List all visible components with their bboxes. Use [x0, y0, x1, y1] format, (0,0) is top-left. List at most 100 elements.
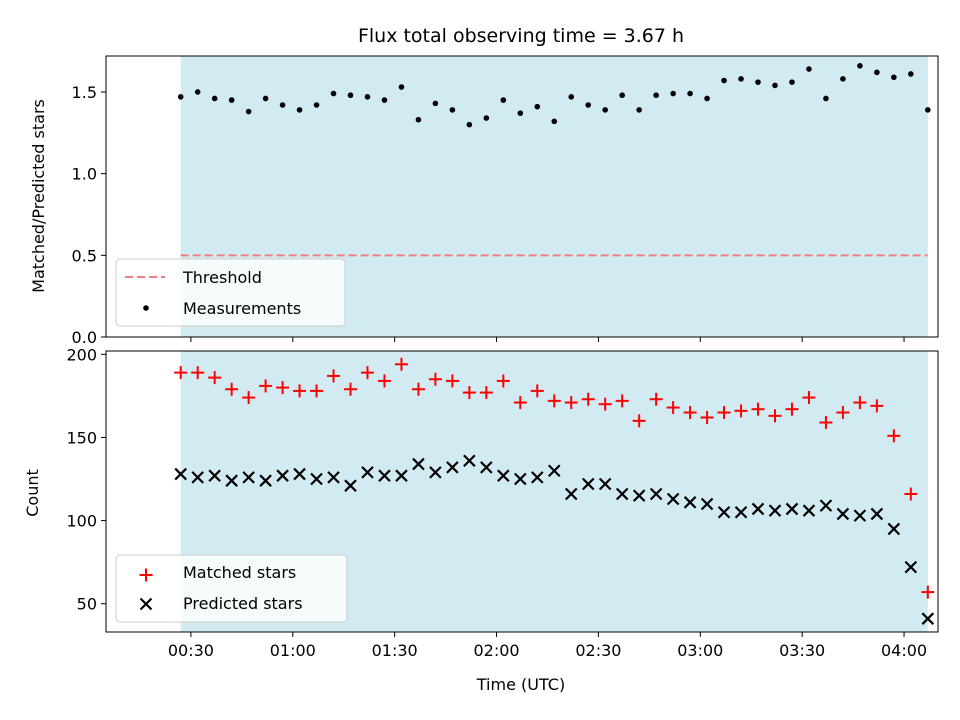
measurement-point: [568, 94, 575, 100]
measurement-point: [602, 107, 608, 113]
predicted-star-point: [446, 461, 459, 474]
matched-star-point: [377, 374, 391, 388]
predicted-star-point: [853, 509, 867, 522]
predicted-star-point: [751, 502, 765, 516]
matched-star-point: [700, 411, 714, 425]
matched-star-point: [717, 406, 731, 420]
measurement-point: [177, 94, 184, 100]
measurement-point: [840, 76, 846, 82]
measurement-point: [296, 107, 303, 113]
x-tick-label: 01:00: [270, 641, 316, 660]
bottom-y-tick-label: 50: [77, 595, 97, 614]
predicted-star-point: [683, 496, 697, 509]
measurement-point: [466, 121, 473, 128]
matched-star-point: [598, 397, 612, 411]
matched-star-point: [802, 391, 816, 405]
x-tick-label: 04:00: [881, 641, 927, 660]
measurement-point: [670, 90, 676, 97]
predicted-star-point: [802, 504, 816, 517]
measurement-point: [806, 66, 812, 72]
matched-star-point: [836, 406, 850, 420]
measurement-point: [789, 79, 795, 85]
matched-star-point: [819, 415, 833, 429]
matched-star-point: [564, 396, 578, 410]
predicted-star-point: [174, 467, 187, 481]
measurement-point: [823, 95, 829, 102]
measurement-point: [585, 102, 592, 108]
bottom-x-axis: 00:30 01:00 01:30 02:00 02:30 03:00 03:30 04:00: [168, 632, 927, 660]
measurement-point: [262, 95, 269, 102]
matched-stars-series: [174, 357, 935, 599]
matched-star-point: [734, 404, 748, 418]
bottom-y-tick-label: 200: [66, 345, 97, 364]
top-y-tick-label: 0.5: [72, 246, 97, 265]
predicted-legend-label: Predicted stars: [183, 594, 303, 613]
predicted-star-point: [242, 471, 255, 484]
predicted-star-point: [581, 477, 595, 491]
matched-star-point: [870, 399, 884, 413]
matched-star-point: [225, 382, 239, 396]
predicted-star-point: [819, 499, 833, 512]
measurement-point: [279, 102, 286, 108]
top-x-ticks: [190, 337, 905, 342]
measurement-point: [755, 79, 761, 85]
measurement-point: [364, 94, 371, 100]
matched-star-point: [276, 381, 290, 395]
matched-star-point: [768, 409, 782, 423]
predicted-star-point: [327, 471, 340, 484]
measurement-point: [687, 90, 693, 97]
matched-star-point: [445, 374, 459, 388]
matched-star-point: [853, 396, 867, 410]
top-legend: Threshold Measurements: [115, 258, 346, 327]
matched-star-point: [530, 384, 544, 398]
threshold-legend-label: Threshold: [182, 268, 262, 287]
top-legend-box: [115, 258, 346, 327]
measurement-point: [194, 89, 201, 95]
x-tick-label: 02:00: [473, 641, 519, 660]
predicted-star-point: [700, 497, 714, 511]
measurement-point: [449, 107, 456, 113]
matched-star-point: [428, 372, 442, 386]
predicted-star-point: [666, 492, 680, 506]
bottom-legend: Matched stars Predicted stars: [115, 554, 348, 623]
measurement-point: [636, 107, 642, 113]
measurement-point: [228, 97, 235, 103]
predicted-star-point: [531, 471, 544, 484]
x-tick-label: 03:00: [677, 641, 723, 660]
matched-star-point: [751, 402, 765, 416]
measurement-point: [330, 90, 337, 97]
top-y-tick-label: 1.5: [72, 83, 97, 102]
measurement-point: [313, 102, 320, 108]
matched-star-point: [904, 487, 918, 501]
x-tick-label: 00:30: [168, 641, 214, 660]
predicted-star-point: [615, 487, 629, 501]
predicted-stars-series: [174, 454, 935, 625]
matched-star-point: [887, 429, 901, 443]
bottom-y-axis: 50 100 150 200: [66, 345, 106, 614]
predicted-star-point: [480, 461, 493, 474]
predicted-star-point: [344, 479, 357, 492]
matched-star-point: [581, 392, 595, 406]
measurement-point: [704, 95, 710, 102]
measurement-point: [721, 77, 727, 84]
matched-star-point: [921, 585, 935, 599]
predicted-star-point: [649, 487, 663, 501]
matched-star-point: [496, 374, 510, 388]
predicted-star-point: [598, 477, 612, 491]
predicted-star-point: [514, 472, 527, 486]
measurement-point: [347, 92, 354, 99]
predicted-star-point: [717, 506, 731, 519]
matched-star-point: [411, 382, 425, 396]
measurement-point: [500, 97, 507, 103]
x-axis-label: Time (UTC): [476, 675, 565, 694]
matched-star-point: [344, 382, 358, 396]
matched-star-point: [191, 366, 205, 380]
predicted-star-point: [310, 472, 323, 486]
top-y-axis-label: Matched/Predicted stars: [29, 99, 48, 293]
top-y-tick-label: 1.0: [72, 165, 97, 184]
predicted-star-point: [632, 489, 646, 502]
measurement-point: [551, 118, 558, 125]
predicted-star-point: [497, 469, 510, 482]
matched-legend-label: Matched stars: [183, 563, 296, 582]
